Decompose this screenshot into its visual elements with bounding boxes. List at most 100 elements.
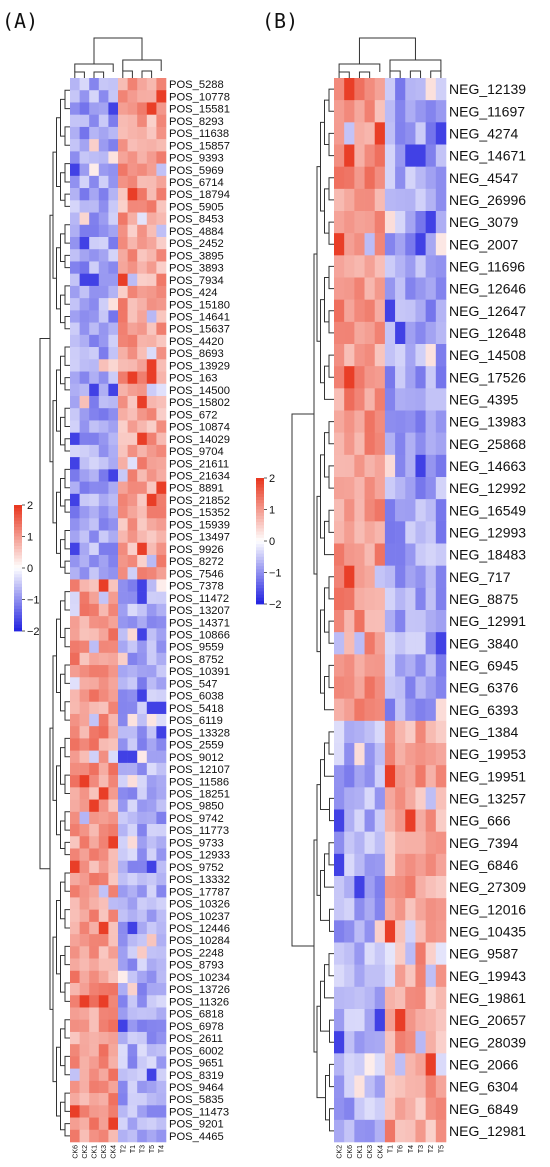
column-label: T1 — [130, 1145, 137, 1153]
heatmap-cell — [89, 701, 100, 715]
heatmap-cell — [415, 543, 426, 566]
heatmap-cell — [79, 1044, 90, 1057]
heatmap-cell — [435, 277, 447, 300]
heatmap-cell — [98, 457, 109, 470]
heatmap-cell — [70, 506, 80, 519]
heatmap-cell — [89, 1117, 100, 1131]
heatmap-cell — [374, 78, 386, 101]
heatmap-cell — [405, 942, 416, 965]
row-label: POS_10284 — [169, 935, 230, 947]
heatmap-cell — [70, 359, 80, 372]
heatmap-cell — [137, 677, 148, 690]
heatmap-cell — [146, 1019, 157, 1033]
heatmap-cell — [334, 1097, 345, 1121]
legend-gradient-step — [256, 528, 264, 532]
heatmap-cell — [118, 665, 128, 678]
row-label: NEG_2066 — [449, 1056, 518, 1072]
heatmap-cell — [344, 211, 355, 234]
heatmap-cell — [79, 408, 90, 421]
heatmap-cell — [137, 298, 148, 311]
heatmap-cell — [395, 720, 406, 744]
heatmap-cell — [156, 371, 167, 385]
heatmap-cell — [146, 395, 157, 409]
heatmap-cell — [98, 726, 109, 739]
legend-gradient-step — [256, 597, 264, 602]
row-label: NEG_12646 — [449, 281, 526, 297]
row-label: NEG_17526 — [449, 369, 526, 385]
row-label: POS_5288 — [169, 79, 224, 91]
heatmap-cell — [70, 518, 80, 531]
heatmap-cell — [89, 347, 100, 360]
heatmap-cell — [89, 273, 100, 287]
row-label: POS_10237 — [169, 911, 230, 923]
heatmap-cell — [89, 163, 100, 177]
heatmap-cell — [146, 848, 157, 862]
heatmap-cell — [415, 366, 426, 389]
heatmap-cell — [384, 321, 396, 345]
heatmap-cell — [98, 1056, 109, 1069]
heatmap-cell — [344, 853, 355, 877]
heatmap-cell — [425, 344, 437, 367]
heatmap-cell — [415, 188, 426, 212]
heatmap-cell — [89, 102, 100, 115]
heatmap-cell — [137, 359, 148, 372]
heatmap-cell — [415, 432, 426, 456]
row-label: POS_12446 — [169, 923, 230, 935]
heatmap-cell — [395, 78, 406, 101]
heatmap-cell — [137, 408, 148, 421]
heatmap-cell — [108, 1007, 119, 1021]
heatmap-cell — [405, 565, 416, 589]
row-label: NEG_28039 — [449, 1034, 526, 1050]
heatmap-cell — [70, 114, 80, 128]
heatmap-cell — [118, 359, 128, 372]
heatmap-cell — [137, 836, 148, 849]
heatmap-cell — [156, 175, 167, 189]
heatmap-cell — [127, 885, 138, 898]
heatmap-cell — [118, 163, 128, 177]
heatmap-cell — [334, 344, 345, 367]
heatmap-cell — [137, 726, 148, 739]
heatmap-cell — [89, 359, 100, 372]
heatmap-cell — [415, 565, 426, 589]
heatmap-cell — [415, 78, 426, 101]
heatmap-cell — [405, 233, 416, 256]
heatmap-cell — [354, 610, 365, 633]
heatmap-cell — [156, 885, 167, 898]
row-label: POS_2559 — [169, 740, 224, 752]
heatmap-cell — [344, 964, 355, 988]
heatmap-cell — [127, 212, 138, 226]
heatmap-cell — [127, 347, 138, 360]
heatmap-cell — [384, 122, 396, 145]
heatmap-cell — [79, 934, 90, 947]
heatmap-cell — [89, 420, 100, 433]
heatmap-cell — [127, 188, 138, 201]
heatmap-cell — [70, 530, 80, 544]
heatmap-cell — [435, 78, 447, 101]
heatmap-cell — [89, 616, 100, 629]
heatmap-cell — [79, 273, 90, 287]
heatmap-cell — [364, 100, 376, 123]
heatmap-cell — [146, 542, 157, 556]
heatmap-cell — [98, 652, 109, 666]
heatmap-cell — [354, 876, 365, 899]
heatmap-cell — [344, 366, 355, 389]
heatmap-cell — [118, 249, 128, 262]
heatmap-cell — [384, 344, 396, 367]
heatmap-cell — [108, 285, 119, 299]
heatmap-cell — [108, 689, 119, 703]
heatmap-cell — [146, 506, 157, 519]
heatmap-cell — [146, 188, 157, 201]
row-label: NEG_4547 — [449, 170, 518, 186]
heatmap-cell — [98, 848, 109, 862]
heatmap-cell — [70, 1031, 80, 1045]
heatmap-cell — [127, 102, 138, 115]
heatmap-cell — [405, 432, 416, 456]
heatmap-cell — [118, 677, 128, 690]
heatmap-cell — [79, 995, 90, 1008]
heatmap-cell — [89, 1093, 100, 1106]
heatmap-cell — [70, 273, 80, 287]
heatmap-cell — [374, 1009, 386, 1032]
heatmap-cell — [364, 1053, 376, 1076]
heatmap-cell — [98, 909, 109, 923]
heatmap-cell — [98, 970, 109, 984]
